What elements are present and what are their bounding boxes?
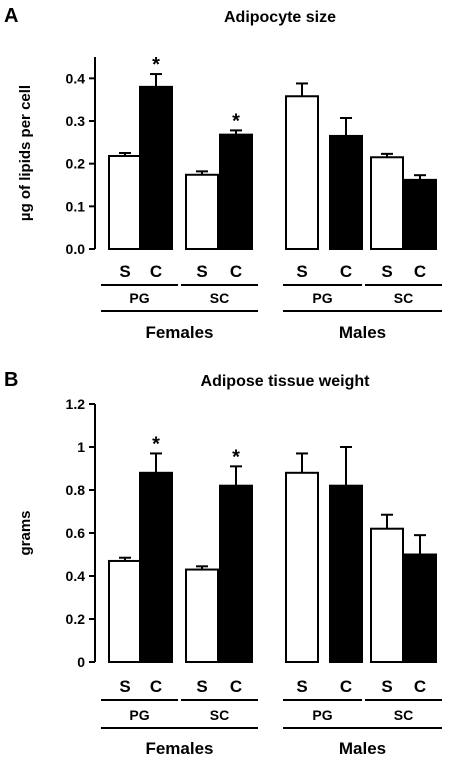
bar [139,471,173,663]
bar [370,156,404,250]
bar-category-label: S [119,262,130,281]
bar-category-label: C [230,677,242,696]
bar-category-label: S [381,262,392,281]
y-tick-label: 0.8 [66,482,86,498]
bar [403,553,437,663]
depot-label: SC [210,707,229,723]
significance-star: * [152,433,160,455]
y-tick-label: 0.0 [66,241,86,257]
bar-category-label: C [414,262,426,281]
bar-category-label: S [296,262,307,281]
bar [329,134,363,250]
y-tick-label: 0.4 [66,568,86,584]
bar [139,85,173,250]
y-axis-label: µg of lipids per cell [17,85,34,221]
bar-category-label: S [196,262,207,281]
panel-b: B Adipose tissue weight grams 0 0.2 0.4 0.6 0.8… [4,369,442,758]
bar [108,154,142,250]
bar-category-label: S [381,677,392,696]
y-axis-label: grams [17,510,34,555]
sex-label: Males [339,739,386,758]
depot-label: SC [394,290,413,306]
bar [329,484,363,664]
depot-label: PG [129,290,149,306]
bar-category-label: S [196,677,207,696]
bar [370,527,404,664]
depot-label: SC [394,707,413,723]
y-tick-label: 0.2 [66,156,86,172]
sex-label: Females [145,739,213,758]
significance-star: * [152,54,160,76]
y-tick-label: 0 [77,654,85,670]
sex-label: Females [145,323,213,342]
bar-category-label: C [150,262,162,281]
bar-category-label: C [340,262,352,281]
bar [285,471,319,663]
panel-letter: A [4,5,18,27]
y-tick-label: 0.4 [66,70,86,86]
bar-category-label: C [414,677,426,696]
bar [403,178,437,251]
bar-category-label: C [340,677,352,696]
chart-title: Adipose tissue weight [201,373,371,390]
depot-label: PG [129,707,149,723]
depot-label: PG [312,707,332,723]
sex-label: Males [339,323,386,342]
y-tick-label: 0.1 [66,198,86,214]
y-tick-label: 0.2 [66,611,86,627]
depot-label: PG [312,290,332,306]
bar-category-label: S [296,677,307,696]
significance-star: * [232,110,240,132]
bar-category-label: S [119,677,130,696]
bar [185,568,219,663]
y-tick-label: 0.3 [66,113,86,129]
significance-star: * [232,446,240,468]
y-tick-label: 1 [77,439,85,455]
bar [185,173,219,250]
panel-letter: B [4,369,18,391]
y-tick-label: 0.6 [66,525,86,541]
bar [285,95,319,251]
panel-a: A Adipocyte size µg of lipids per cell 0.0 0… [4,5,442,342]
bar [219,133,253,250]
depot-label: SC [210,290,229,306]
chart-title: Adipocyte size [224,9,336,26]
bar-category-label: C [150,677,162,696]
y-tick-label: 1.2 [66,396,86,412]
bar [219,484,253,664]
bar [108,559,142,664]
bar-category-label: C [230,262,242,281]
